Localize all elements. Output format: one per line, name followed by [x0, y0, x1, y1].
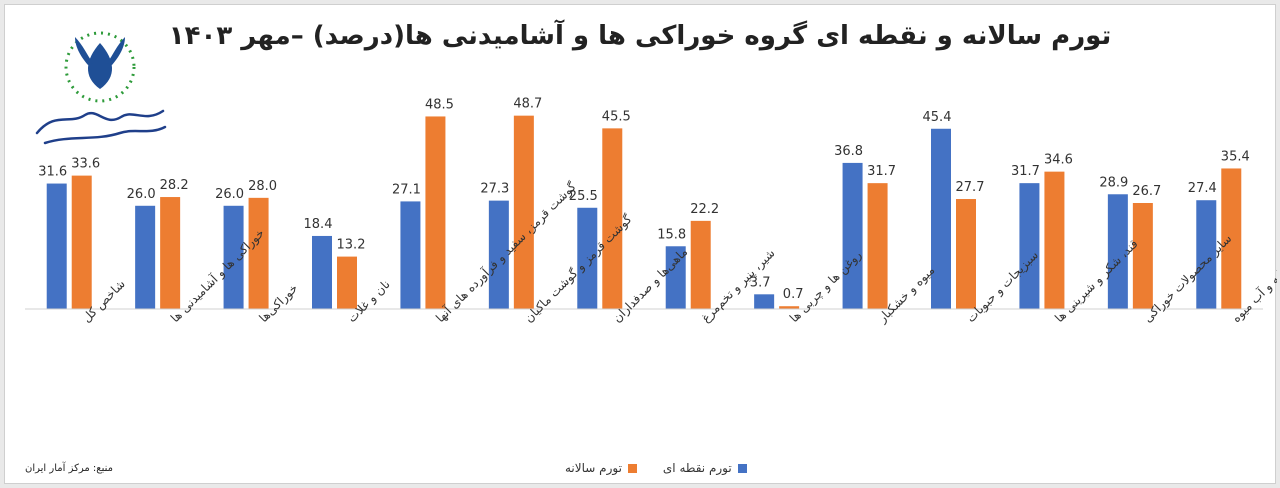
bar-chart-area: 31.6 33.6 26.0 28.2 26.0 28.0 18.4 13.2 27.1 48.5…: [25, 97, 1277, 327]
bar-point-2: [223, 205, 244, 309]
source-note: منبع: مرکز آمار ایران: [25, 463, 113, 474]
category-label-12: سایر محصولات خوراکی: [1141, 231, 1236, 326]
value-label-annual-1: 28.2: [160, 178, 189, 193]
logo-calligraphy: [35, 109, 167, 145]
category-label-11: قند، شکر و شیرینی ها: [1052, 237, 1141, 326]
value-label-annual-2: 28.0: [248, 179, 277, 194]
bar-annual-1: [160, 197, 181, 309]
bar-annual-9: [867, 183, 888, 309]
bar-annual-7: [690, 220, 711, 309]
bar-annual-4: [425, 116, 446, 309]
value-label-point-0: 31.6: [38, 165, 67, 180]
bar-point-12: [1107, 194, 1128, 309]
bar-point-13: [1196, 200, 1217, 309]
bar-point-3: [312, 235, 332, 309]
value-label-point-13: 27.4: [1188, 181, 1217, 196]
logo-drop-shape: [87, 43, 113, 89]
value-label-point-11: 31.7: [1011, 164, 1040, 179]
bar-annual-12: [1132, 203, 1153, 309]
bar-annual-8: [779, 306, 800, 309]
star-ring: [64, 31, 136, 103]
value-label-annual-9: 31.7: [867, 164, 896, 179]
bar-annual-10: [956, 199, 976, 309]
legend-item-annual: تورم سالانه: [565, 461, 637, 475]
bar-annual-2: [248, 197, 269, 309]
value-label-point-8: 3.7: [750, 275, 771, 290]
legend-label-point: تورم نقطه ای: [662, 461, 732, 475]
chart-frame: تورم سالانه و نقطه ای گروه خوراکی ها و آ…: [4, 4, 1277, 484]
value-label-point-2: 26.0: [215, 187, 244, 202]
value-label-annual-7: 22.2: [690, 202, 719, 217]
value-label-annual-12: 26.7: [1132, 184, 1161, 199]
legend-swatch-point: [737, 463, 747, 473]
value-label-point-6: 25.5: [569, 189, 598, 204]
bar-point-6: [577, 207, 598, 309]
value-labels-layer: 31.6 33.6 26.0 28.2 26.0 28.0 18.4 13.2 27.1 48.5…: [38, 97, 1250, 303]
value-label-point-7: 15.8: [657, 227, 686, 242]
bar-point-7: [665, 246, 686, 309]
value-label-annual-4: 48.5: [425, 97, 454, 112]
bar-annual-6: [602, 128, 623, 309]
value-label-point-1: 26.0: [127, 187, 156, 202]
value-label-point-3: 18.4: [304, 217, 333, 232]
bar-annual-5: [513, 115, 534, 309]
bar-point-11: [1019, 183, 1040, 309]
bar-point-10: [931, 128, 951, 309]
bar-point-8: [754, 294, 775, 309]
bar-annual-13: [1221, 168, 1242, 309]
association-logo: [35, 31, 167, 145]
value-label-annual-3: 13.2: [337, 238, 366, 253]
logo-hands-shape: [75, 37, 125, 65]
value-label-annual-11: 34.6: [1044, 153, 1073, 168]
value-label-point-12: 28.9: [1099, 175, 1128, 190]
bars-layer: [46, 115, 1242, 309]
legend: تورم نقطه ای تورم سالانه: [565, 461, 747, 475]
value-label-point-9: 36.8: [834, 144, 863, 159]
bar-point-4: [400, 201, 421, 309]
value-label-point-5: 27.3: [480, 182, 509, 197]
chart-title: تورم سالانه و نقطه ای گروه خوراکی ها و آ…: [168, 21, 1112, 51]
value-label-annual-6: 45.5: [602, 109, 631, 124]
bar-point-1: [135, 205, 156, 309]
legend-label-annual: تورم سالانه: [565, 461, 622, 475]
value-label-annual-5: 48.7: [513, 97, 542, 112]
value-label-point-4: 27.1: [392, 182, 421, 197]
legend-swatch-annual: [627, 463, 637, 473]
value-label-annual-10: 27.7: [956, 180, 985, 195]
bar-annual-11: [1044, 171, 1065, 309]
value-label-annual-13: 35.4: [1221, 149, 1250, 164]
bar-annual-3: [337, 256, 357, 309]
bar-point-9: [842, 162, 863, 309]
bar-point-0: [46, 183, 67, 309]
value-label-annual-8: 0.7: [783, 287, 804, 302]
bar-annual-0: [71, 175, 92, 309]
bar-point-5: [488, 200, 509, 309]
legend-item-point: تورم نقطه ای: [663, 461, 747, 475]
value-label-point-10: 45.4: [923, 110, 952, 125]
value-label-annual-0: 33.6: [71, 157, 100, 172]
